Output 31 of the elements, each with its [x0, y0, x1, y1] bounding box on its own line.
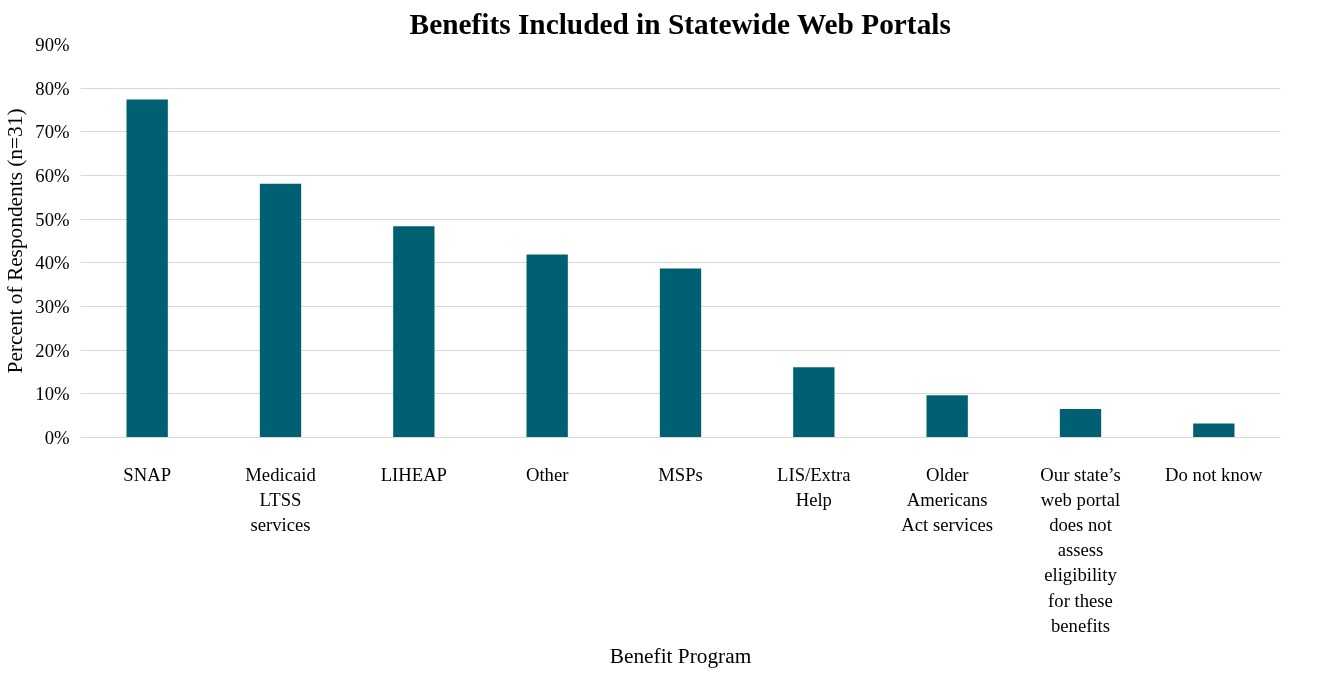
y-tick-label: 30% [35, 296, 70, 317]
x-tick-label: Medicaid LTSS services [245, 463, 317, 535]
y-tick-label: 80% [35, 77, 70, 99]
x-tick-label: Other [525, 463, 570, 485]
bar [526, 254, 568, 438]
x-tick-label: LIS/Extra Help [777, 463, 852, 510]
x-tick-label: SNAP [123, 463, 172, 485]
x-tick-label: Do not know [1165, 463, 1264, 485]
y-tick-label: 50% [35, 208, 70, 230]
bar [926, 395, 968, 438]
bar [659, 268, 702, 438]
y-tick-label: 70% [35, 121, 70, 143]
x-tick-label: LIHEAP [380, 463, 447, 485]
bar [793, 367, 835, 438]
y-tick-label: 60% [35, 165, 70, 186]
x-tick-label: Our state’s web portal does not assess eligibility for these benefits [1040, 463, 1121, 636]
y-tick-label: 10% [35, 383, 70, 405]
y-tick-label: 0% [44, 427, 70, 448]
bar [393, 226, 435, 438]
y-axis-title: Percent of Respondents (n=31) [3, 108, 28, 374]
bar [1193, 423, 1235, 438]
bar [126, 99, 168, 438]
chart-title: Benefits Included in Statewide Web Portals [409, 7, 951, 40]
x-tick-label: MSPs [658, 463, 703, 485]
bar [1059, 409, 1102, 438]
y-tick-label: 90% [35, 34, 70, 55]
x-tick-label: Older Americans Act services [901, 463, 994, 535]
x-axis-title: Benefit Program [609, 643, 752, 668]
bar [259, 183, 302, 438]
y-tick-label: 40% [35, 252, 70, 274]
y-tick-label: 20% [35, 339, 70, 361]
